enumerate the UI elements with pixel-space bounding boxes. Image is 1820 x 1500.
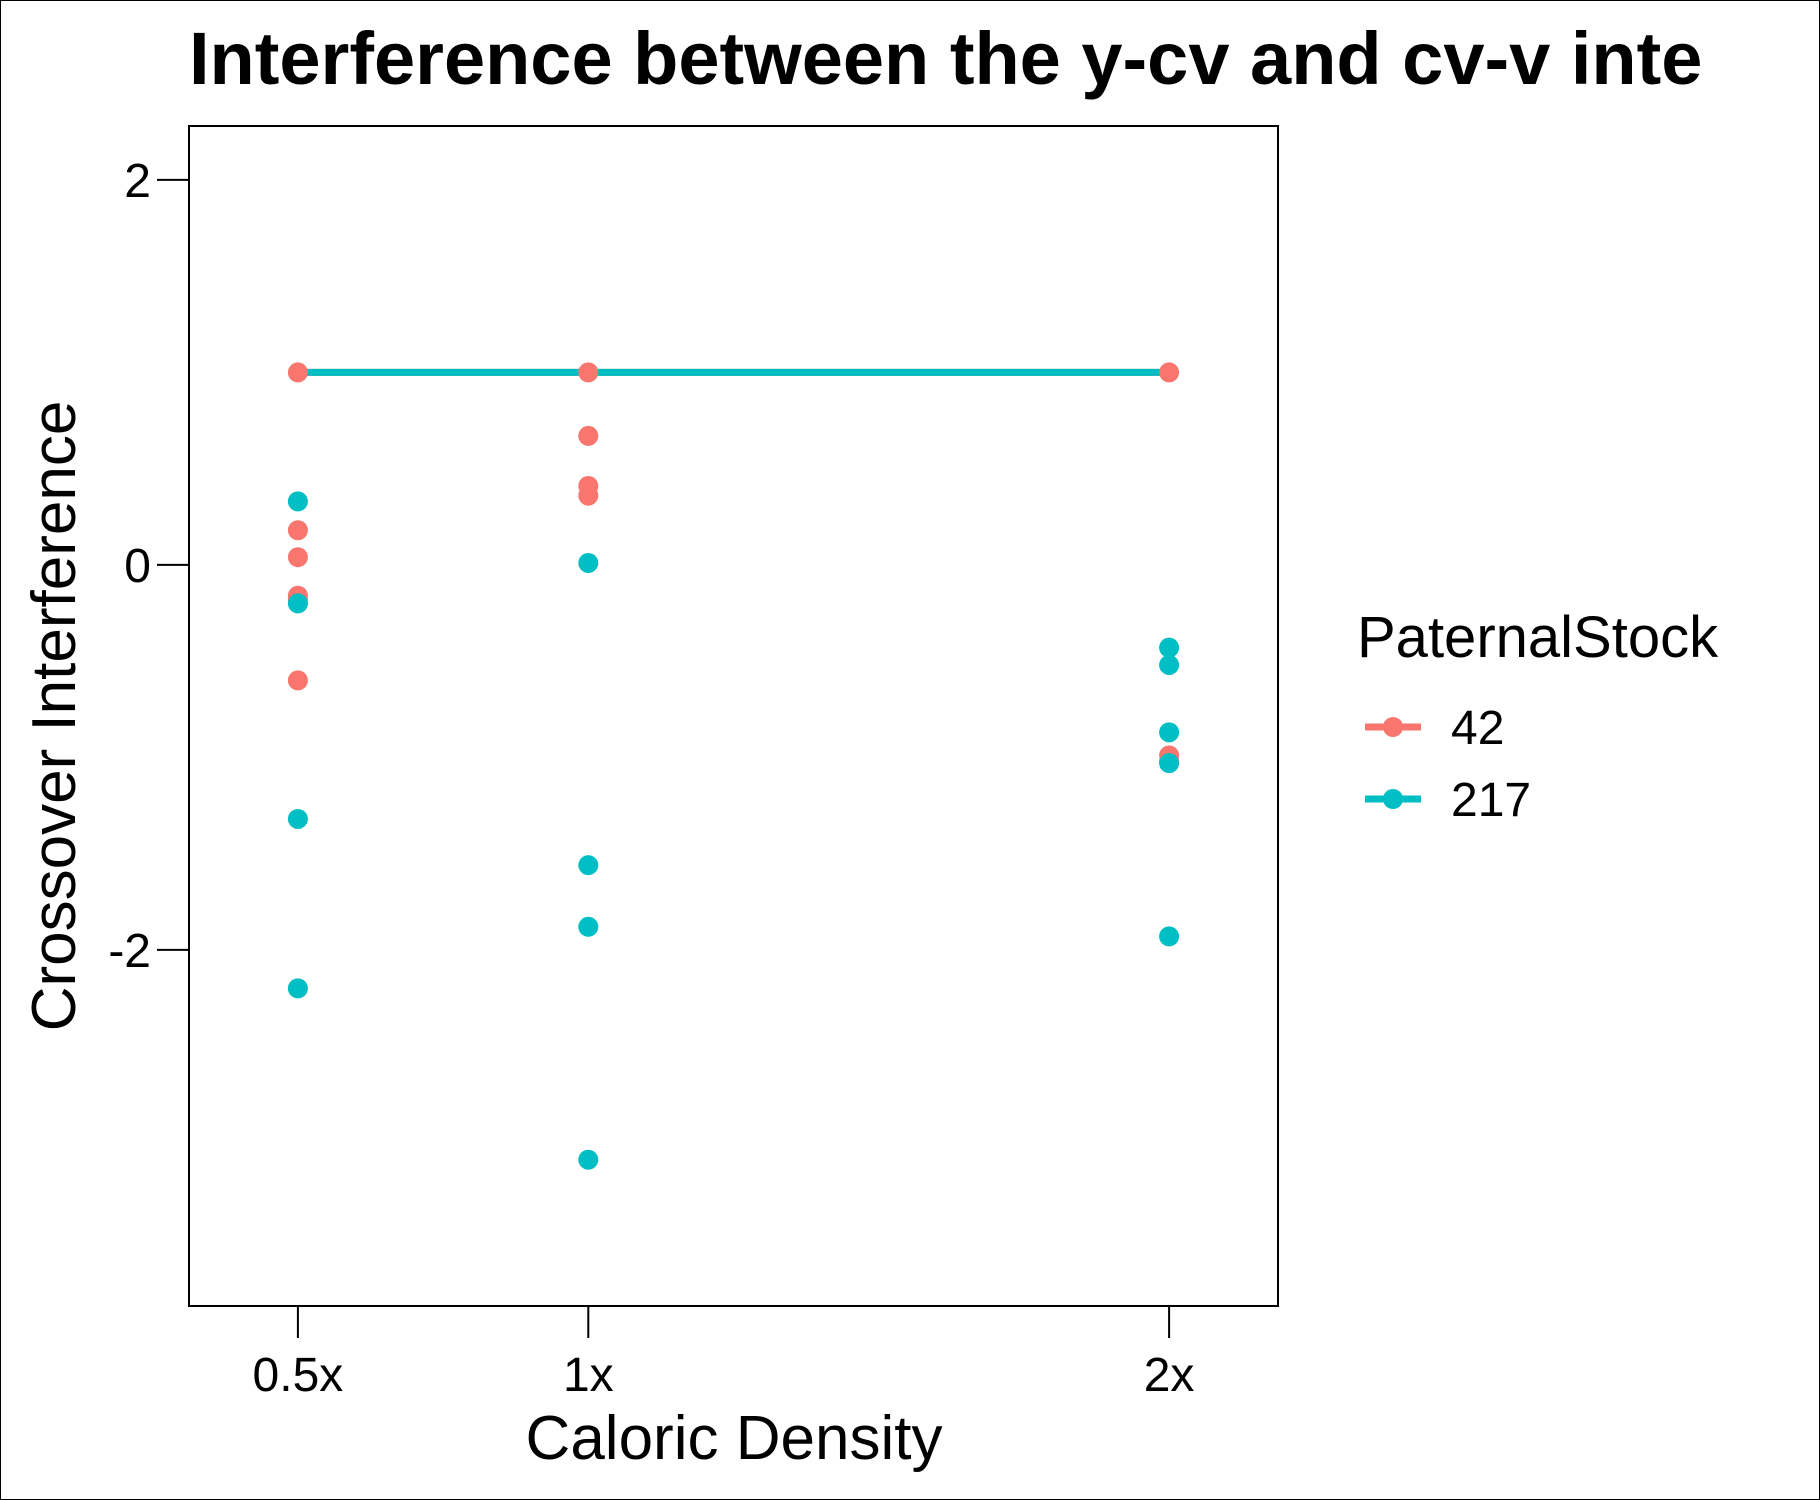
data-point-42-0	[287, 362, 308, 383]
plot-panel	[188, 125, 1279, 1307]
legend-key-point-217	[1383, 789, 1403, 809]
data-point-42-10	[1159, 362, 1180, 383]
data-point-217-4	[578, 552, 599, 573]
data-point-217-12	[1159, 926, 1180, 947]
legend-label-217: 217	[1451, 774, 1531, 827]
data-point-217-1	[287, 593, 308, 614]
data-point-42-9	[578, 485, 599, 506]
legend-title: PaternalStock	[1357, 605, 1719, 670]
data-point-42-6	[578, 362, 599, 383]
data-point-217-5	[578, 855, 599, 876]
data-point-217-3	[287, 978, 308, 999]
data-point-42-5	[287, 670, 308, 691]
chart-title: Interference between the y-cv and cv-v i…	[189, 17, 1702, 100]
x-tick-label: 2x	[1144, 1349, 1195, 1402]
axes: 2 0 -2 0.5x 1x 2x	[108, 155, 1194, 1402]
data-point-217-2	[287, 808, 308, 829]
data-point-42-1	[287, 520, 308, 541]
legend-label-42: 42	[1451, 702, 1504, 755]
y-tick-label: 2	[124, 155, 151, 208]
data-points	[287, 362, 1180, 1170]
y-axis-title: Crossover Interference	[20, 401, 89, 1032]
legend-key-point-42	[1383, 717, 1403, 737]
data-point-217-6	[578, 916, 599, 937]
x-tick-label: 0.5x	[253, 1349, 344, 1402]
data-point-217-7	[578, 1149, 599, 1170]
data-point-217-11	[1159, 753, 1180, 774]
x-tick-label: 1x	[563, 1349, 614, 1402]
x-axis-title: Caloric Density	[526, 1404, 943, 1473]
data-point-217-9	[1159, 654, 1180, 675]
data-point-217-8	[1159, 637, 1180, 658]
data-point-217-0	[287, 491, 308, 512]
data-point-42-2	[287, 547, 308, 568]
y-tick-label: 0	[124, 540, 151, 593]
data-point-217-10	[1159, 722, 1180, 743]
data-point-42-7	[578, 425, 599, 446]
y-tick-label: -2	[108, 925, 151, 978]
